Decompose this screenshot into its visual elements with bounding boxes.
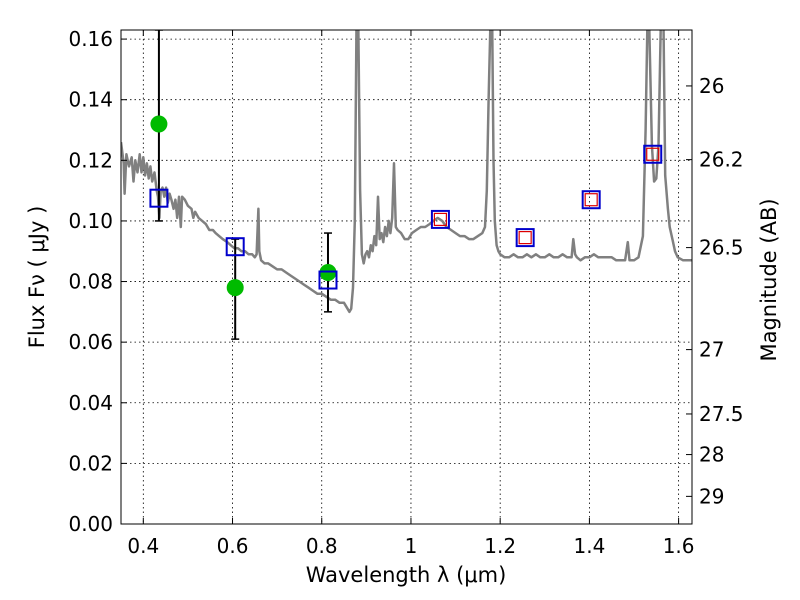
errorbar-layer: [154, 30, 332, 340]
y-tick-label: 0.14: [68, 88, 113, 112]
y-tick-label: 0.06: [68, 330, 113, 354]
model-band-square: [643, 144, 663, 164]
grid: [121, 30, 692, 524]
y-right-tick-label: 26.5: [699, 236, 744, 260]
y-tick-label: 0.04: [68, 391, 113, 415]
model-inner-square: [646, 147, 660, 161]
x-tick-label: 0.6: [217, 534, 249, 558]
y-tick-label: 0.12: [68, 148, 113, 172]
model-band-square: [515, 228, 535, 248]
y-axis-right-label: Magnitude (AB): [757, 198, 781, 361]
y-right-tick-label: 28: [699, 443, 724, 467]
y-right-tick-label: 29: [699, 484, 724, 508]
y-right-tick-label: 26: [699, 74, 724, 98]
x-tick-label: 0.8: [306, 534, 338, 558]
template-sed-line: [121, 30, 692, 314]
observed-point: [150, 115, 168, 133]
model-band-square: [318, 270, 338, 290]
model-inner-square: [584, 193, 598, 207]
y-tick-label: 0.10: [68, 209, 113, 233]
x-tick-label: 1.6: [663, 534, 695, 558]
y-right-tick-label: 26.2: [699, 148, 744, 172]
y-tick-label: 0.02: [68, 451, 113, 475]
model-inner-square: [518, 231, 532, 245]
x-axis-label: Wavelength λ (μm): [306, 563, 507, 587]
x-tick-label: 1: [405, 534, 418, 558]
x-tick-label: 0.4: [127, 534, 159, 558]
model-band-square: [149, 188, 169, 208]
plot-frame: [120, 29, 693, 525]
y-tick-label: 0.08: [68, 270, 113, 294]
ticks-layer: 0.4 0.6 0.8 1 1.2 1.4 1.6 0.00 0.02 0.04 0.06 0.08 0…: [68, 27, 743, 558]
y-right-tick-label: 27: [699, 338, 724, 362]
model-inner-square: [433, 212, 448, 227]
model-band-square: [430, 209, 450, 229]
y-tick-label: 0.16: [68, 27, 113, 51]
model-band-square: [581, 190, 601, 210]
x-tick-label: 1.2: [484, 534, 516, 558]
x-tick-label: 1.4: [573, 534, 605, 558]
y-axis-label: Flux Fν ( μJy ): [25, 206, 49, 349]
observed-point: [226, 279, 244, 297]
template-layer: [121, 30, 692, 314]
y-tick-label: 0.00: [68, 512, 113, 536]
model-band-square: [225, 237, 245, 257]
marker-layer: [149, 115, 663, 297]
y-right-tick-label: 27.5: [699, 402, 744, 426]
